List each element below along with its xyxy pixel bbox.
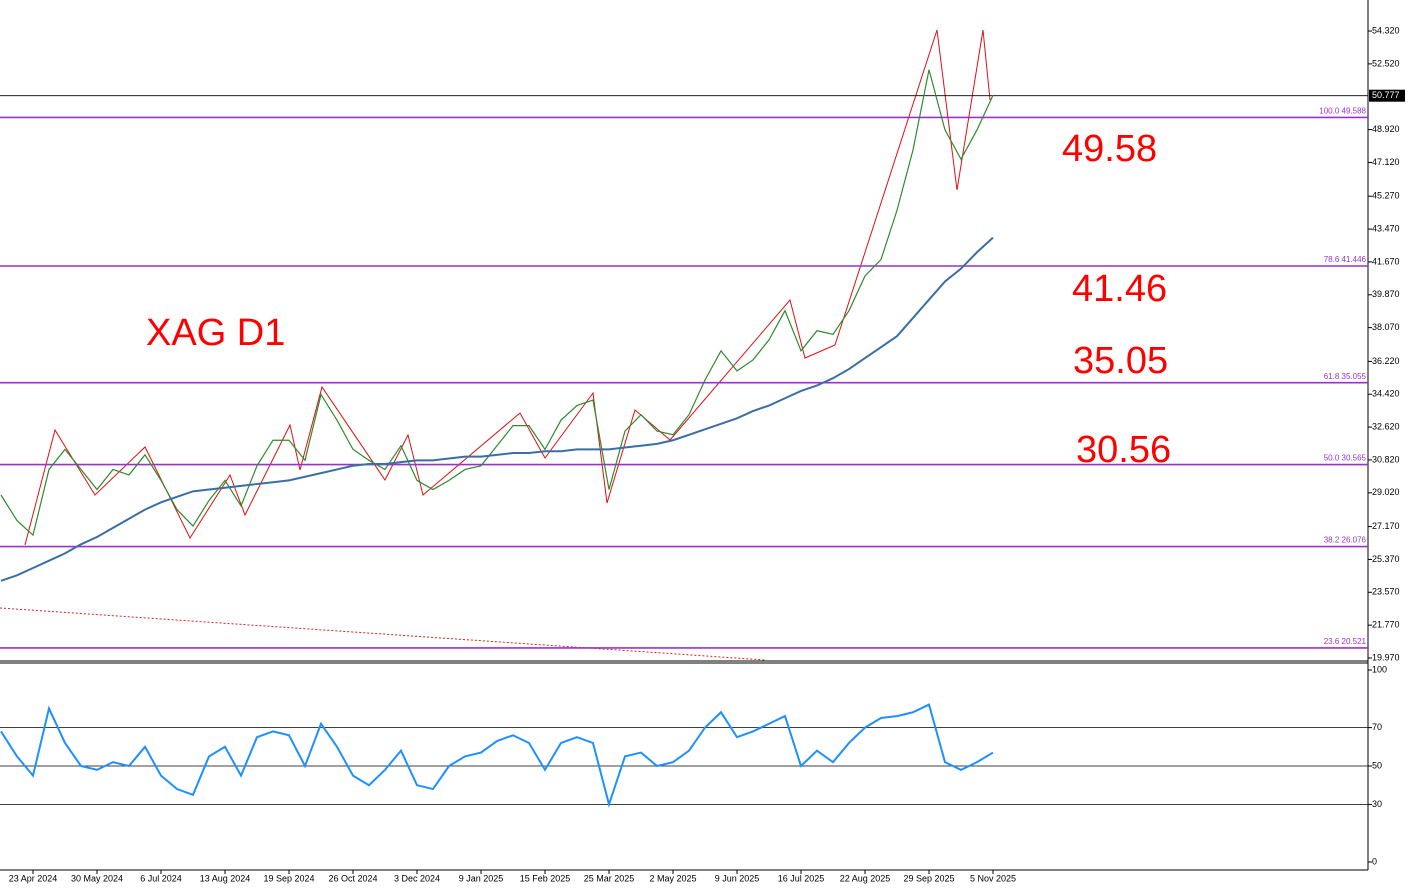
y-tick-label: 38.070	[1372, 322, 1400, 332]
fib-label: 38.2 26.076	[1324, 536, 1367, 545]
x-tick-label: 16 Jul 2025	[778, 873, 825, 883]
y-tick-label: 30.820	[1372, 454, 1400, 464]
fib-label: 61.8 35.055	[1324, 372, 1367, 381]
series-line	[0, 69, 994, 537]
annotation: 30.56	[1076, 429, 1171, 471]
y-tick-label: 50	[1372, 760, 1382, 770]
x-tick-label: 6 Jul 2024	[140, 873, 182, 883]
x-tick-label: 9 Jan 2025	[459, 873, 504, 883]
y-tick-label: 47.120	[1372, 157, 1400, 167]
y-tick-label: 27.170	[1372, 521, 1400, 531]
fib-label: 23.6 20.521	[1324, 637, 1367, 646]
y-tick-label: 39.870	[1372, 289, 1400, 299]
y-tick-label: 70	[1372, 722, 1382, 732]
current-price-label: 50.777	[1372, 90, 1400, 100]
series-line	[0, 703, 994, 808]
y-tick-label: 25.370	[1372, 554, 1400, 564]
x-tick-label: 30 May 2024	[71, 873, 123, 883]
plot-layer: 54.320 52.520 48.920 47.120 45.270 43.470 41.6…	[0, 25, 1405, 883]
y-tick-label: 52.520	[1372, 58, 1400, 68]
fib-label: 50.0 30.565	[1324, 454, 1367, 463]
y-tick-label: 0	[1372, 856, 1377, 866]
y-tick-label: 30	[1372, 799, 1382, 809]
y-tick-label: 34.420	[1372, 389, 1400, 399]
fib-label: 78.6 41.446	[1324, 255, 1367, 264]
current-price-box	[1369, 89, 1405, 102]
y-tick-label: 23.570	[1372, 587, 1400, 597]
y-tick-label: 43.470	[1372, 223, 1400, 233]
x-tick-label: 3 Dec 2024	[394, 873, 440, 883]
annotation: 41.46	[1072, 268, 1167, 310]
annotation: XAG D1	[146, 312, 285, 354]
x-tick-label: 22 Aug 2025	[840, 873, 891, 883]
x-tick-label: 15 Feb 2025	[520, 873, 571, 883]
zigzag	[24, 29, 991, 546]
x-tick-label: 13 Aug 2024	[200, 873, 251, 883]
y-tick-label: 100	[1372, 664, 1387, 674]
x-tick-label: 5 Nov 2025	[970, 873, 1016, 883]
x-tick-label: 9 Jun 2025	[715, 873, 760, 883]
x-tick-label: 19 Sep 2024	[263, 873, 314, 883]
y-tick-label: 21.770	[1372, 620, 1400, 630]
x-tick-label: 26 Oct 2024	[328, 873, 377, 883]
y-tick-label: 48.920	[1372, 124, 1400, 134]
x-tick-label: 29 Sep 2025	[903, 873, 954, 883]
y-tick-label: 32.620	[1372, 421, 1400, 431]
y-tick-label: 41.670	[1372, 256, 1400, 266]
annotation: 49.58	[1062, 128, 1157, 170]
y-tick-label: 36.220	[1372, 356, 1400, 366]
fib-label: 100.0 49.588	[1319, 107, 1366, 116]
y-tick-label: 54.320	[1372, 25, 1400, 35]
annotation: 35.05	[1073, 340, 1168, 382]
y-tick-label: 29.020	[1372, 487, 1400, 497]
x-tick-label: 23 Apr 2024	[9, 873, 58, 883]
x-tick-label: 25 Mar 2025	[584, 873, 635, 883]
y-tick-label: 19.970	[1372, 652, 1400, 662]
series-line	[0, 236, 994, 582]
x-tick-label: 2 May 2025	[649, 873, 696, 883]
y-tick-label: 45.270	[1372, 191, 1400, 201]
